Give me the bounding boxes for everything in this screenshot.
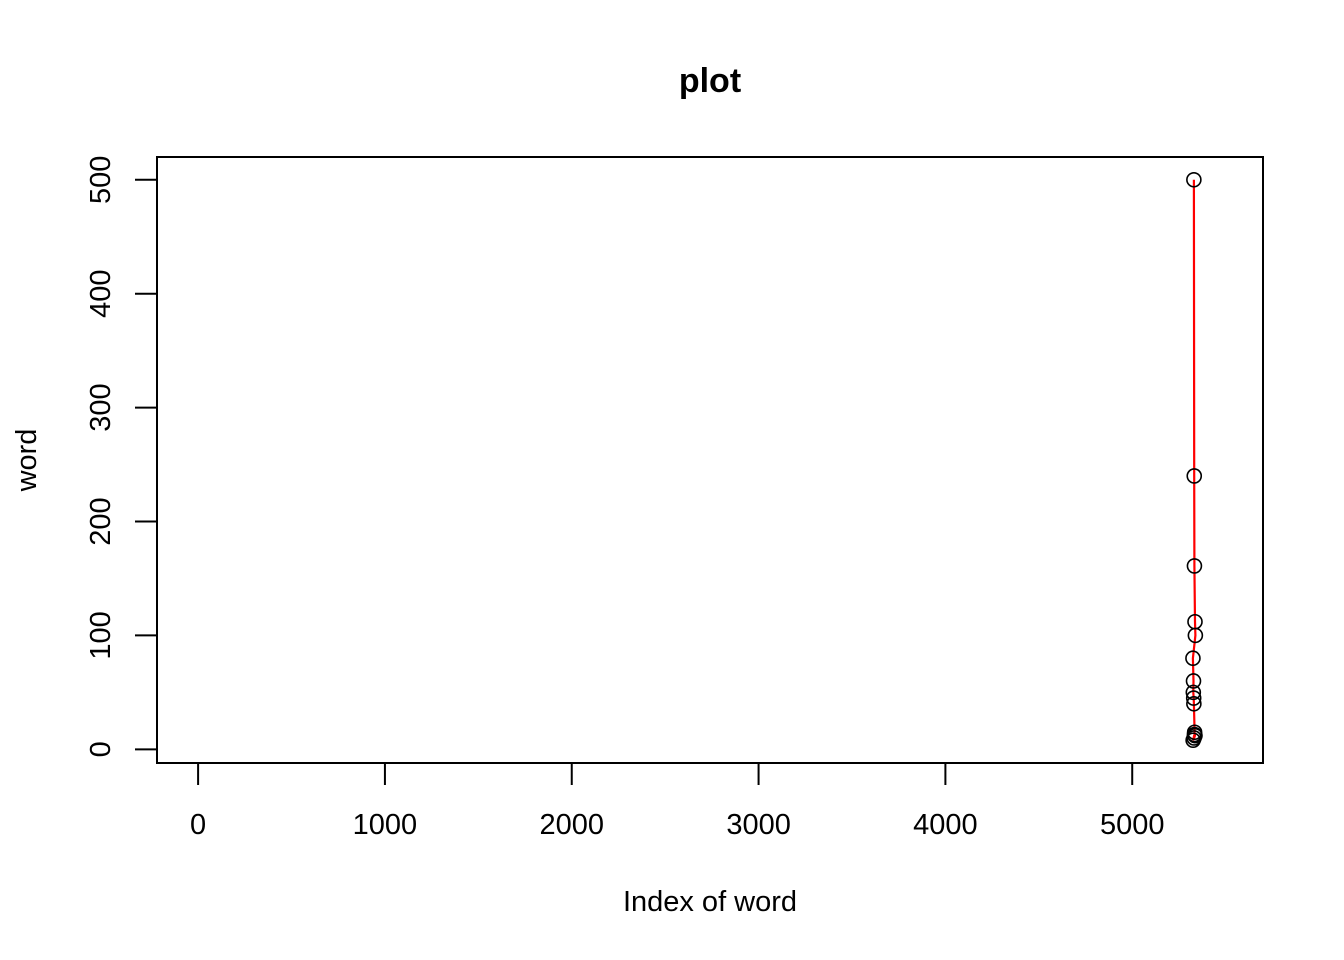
x-tick-label: 3000 <box>726 809 791 841</box>
x-tick-label: 4000 <box>913 809 978 841</box>
x-tick-label: 2000 <box>539 809 604 841</box>
x-tick-label: 0 <box>190 809 206 841</box>
fit-line <box>1191 179 1197 741</box>
data-point <box>1187 627 1204 644</box>
data-point <box>1185 732 1201 749</box>
y-axis: 0 100 200 300 400 500 <box>85 156 158 757</box>
y-tick-label: 0 <box>85 741 117 757</box>
plot-frame <box>156 156 1264 764</box>
y-tick-label: 200 <box>85 497 117 545</box>
y-tick-label: 300 <box>85 383 117 431</box>
data-point <box>1185 684 1202 701</box>
x-tick-label: 5000 <box>1100 809 1165 841</box>
x-axis-label: Index of word <box>623 886 797 918</box>
x-tick-label: 1000 <box>353 809 418 841</box>
data-point <box>1186 171 1202 188</box>
chart-title: plot <box>679 62 741 100</box>
points-group <box>1185 171 1204 749</box>
data-point <box>1185 690 1202 706</box>
data-point <box>1186 695 1202 712</box>
x-axis: 0 1000 2000 3000 4000 5000 <box>190 762 1165 841</box>
data-point <box>1185 673 1202 689</box>
y-axis-label: word <box>11 429 43 493</box>
y-tick-label: 500 <box>85 156 117 204</box>
fit-line-group <box>1191 179 1197 741</box>
data-point <box>1186 468 1203 484</box>
data-point <box>1186 558 1203 574</box>
y-tick-label: 400 <box>85 269 117 317</box>
data-point <box>1185 650 1201 667</box>
y-tick-label: 100 <box>85 611 117 659</box>
data-point <box>1186 726 1203 743</box>
